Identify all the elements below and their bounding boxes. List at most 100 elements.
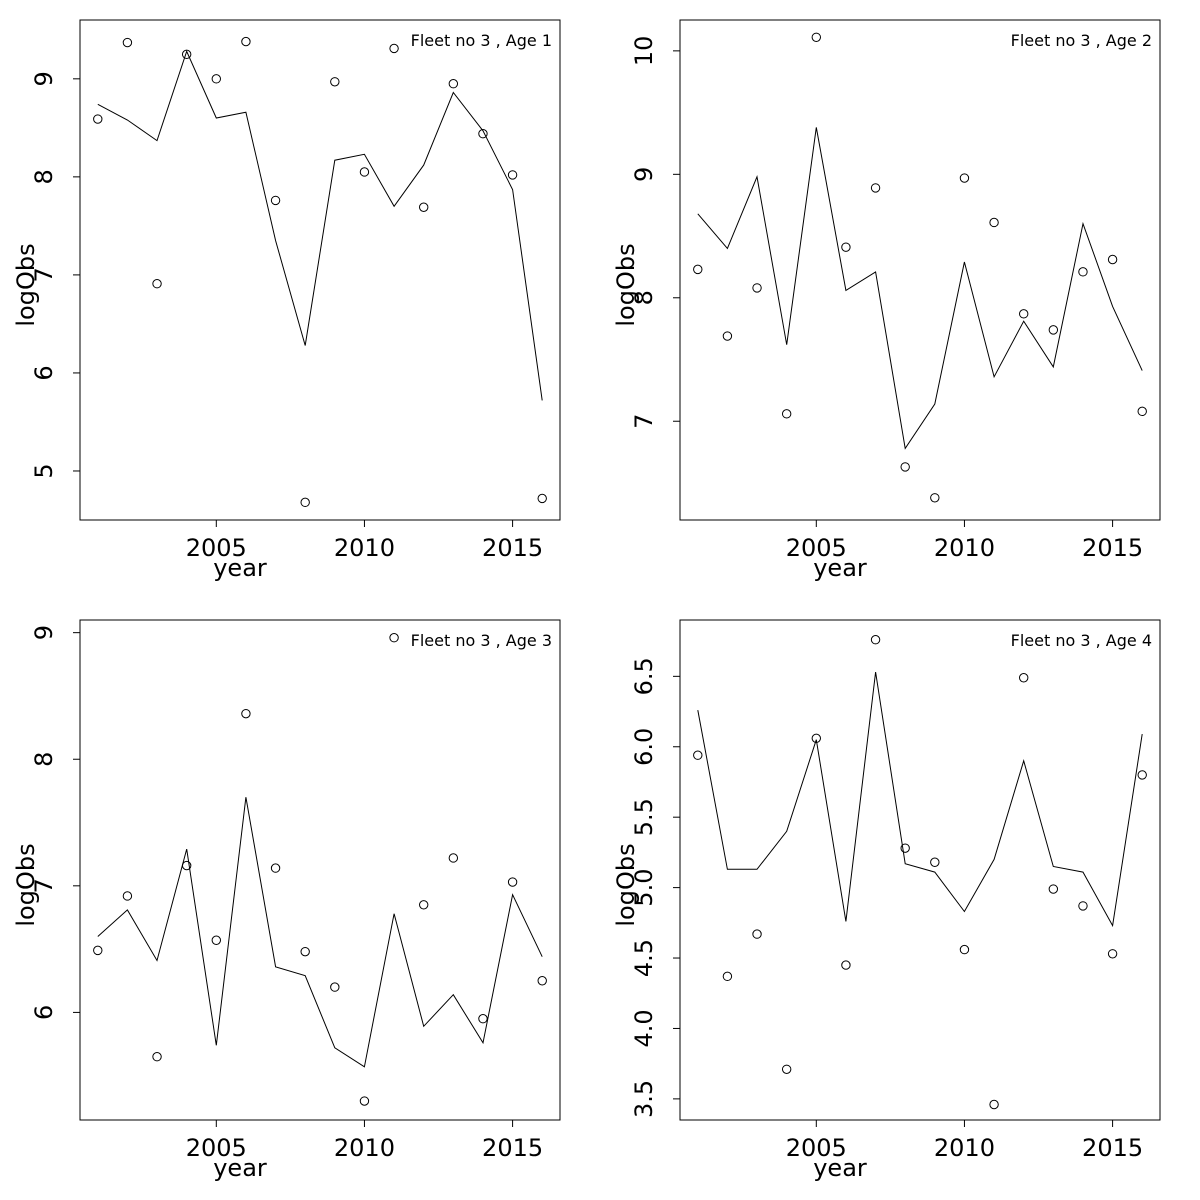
x-tick-label: 2010 [934, 534, 995, 562]
x-axis-title: year [813, 554, 867, 582]
plot-frame [679, 619, 1161, 1121]
fitted-line [697, 672, 1143, 928]
y-tick-label: 5.5 [630, 798, 658, 836]
y-tick-label: 4.0 [630, 1009, 658, 1047]
observed-point [722, 971, 733, 982]
observed-point [1019, 309, 1029, 319]
observed-point [419, 900, 429, 910]
observed-point [300, 946, 310, 957]
x-tick-label: 2005 [186, 1134, 247, 1162]
y-tick-label: 8 [630, 290, 658, 305]
observed-point [537, 493, 547, 504]
observed-point [241, 708, 251, 719]
y-tick-label: 5.0 [630, 869, 658, 907]
y-tick-label: 7 [30, 267, 58, 282]
x-tick-label: 2005 [186, 534, 247, 562]
observed-point [181, 860, 192, 871]
observed-point [181, 49, 192, 60]
x-tick-label: 2010 [334, 534, 395, 562]
x-axis-title: year [213, 1154, 267, 1182]
legend-label: Fleet no 3 , Age 4 [1011, 631, 1152, 650]
x-tick-label: 2015 [482, 1134, 543, 1162]
y-tick-label: 10 [630, 36, 658, 67]
observed-point [870, 635, 881, 645]
observed-point [752, 929, 762, 939]
observed-point [537, 976, 547, 986]
y-tick-label: 5 [30, 463, 58, 478]
observed-point [93, 945, 103, 956]
observed-point [152, 1052, 162, 1062]
observed-point [752, 283, 762, 293]
y-tick-label: 8 [30, 752, 58, 767]
observed-point [359, 167, 370, 177]
observed-point [841, 960, 851, 970]
observed-point [959, 944, 970, 955]
observed-point [270, 863, 281, 873]
observed-point [989, 217, 999, 228]
observed-point [330, 982, 340, 992]
observed-point [811, 32, 821, 42]
observed-point [1107, 949, 1118, 959]
observed-point [93, 114, 103, 124]
y-axis-title: logObs [12, 843, 40, 926]
plot-frame [679, 19, 1161, 521]
observed-point [900, 462, 910, 472]
observed-point [870, 183, 881, 193]
observed-point [122, 891, 133, 901]
observed-point [781, 1064, 792, 1074]
y-axis-title: logObs [612, 843, 640, 926]
observed-point [330, 77, 340, 87]
observed-point [507, 877, 518, 887]
observed-point [1048, 325, 1059, 335]
observed-point [300, 497, 310, 508]
x-tick-label: 2010 [934, 1134, 995, 1162]
observed-point [722, 331, 733, 341]
observed-point [1137, 406, 1147, 417]
observed-point [1078, 901, 1088, 911]
observed-point [507, 170, 518, 180]
observed-point [781, 409, 792, 419]
y-tick-label: 6 [30, 1005, 58, 1020]
observed-point [1137, 770, 1147, 780]
fitted-line [97, 797, 543, 1068]
y-tick-label: 9 [30, 71, 58, 86]
x-tick-label: 2005 [786, 534, 847, 562]
observed-point [152, 279, 162, 289]
observed-point [478, 1014, 488, 1024]
observed-point [241, 36, 251, 47]
y-tick-label: 7 [30, 878, 58, 893]
x-axis-title: year [813, 1154, 867, 1182]
y-axis-title: logObs [12, 243, 40, 326]
panel-3: 2005 2010 2015 6 7 8 9 year logObs Fleet no 3 , A… [12, 619, 561, 1182]
y-tick-label: 6 [30, 365, 58, 380]
panel-1: 2005 2010 2015 5 6 7 8 9 year logObs Fleet no 3 , … [12, 19, 561, 582]
fitted-line [97, 50, 543, 401]
observed-point [811, 733, 821, 744]
observed-point [1107, 254, 1118, 265]
y-tick-label: 8 [30, 169, 58, 184]
observed-point [270, 195, 281, 206]
y-tick-label: 6.5 [630, 657, 658, 695]
legend-label: Fleet no 3 , Age 2 [1011, 31, 1152, 50]
observed-point [841, 242, 851, 252]
y-axis-title: logObs [612, 243, 640, 326]
observed-point [930, 857, 940, 867]
observed-point [419, 202, 429, 212]
panel-4: 2005 2010 2015 3.5 4.0 4.5 5.0 5.5 6.0 6.5 year log… [612, 619, 1161, 1182]
observed-point [448, 79, 459, 89]
observed-point [1048, 884, 1059, 894]
legend-label: Fleet no 3 , Age 1 [411, 31, 552, 50]
legend-label: Fleet no 3 , Age 3 [411, 631, 552, 650]
x-tick-label: 2015 [482, 534, 543, 562]
plot-frame [79, 619, 561, 1121]
observed-point [448, 853, 459, 863]
observed-point [989, 1099, 999, 1110]
observed-point [211, 74, 221, 84]
x-axis-title: year [213, 554, 267, 582]
y-tick-label: 7 [630, 414, 658, 429]
x-tick-label: 2015 [1082, 1134, 1143, 1162]
observed-point [122, 37, 133, 48]
y-tick-label: 3.5 [630, 1080, 658, 1118]
observed-point [359, 1096, 370, 1106]
